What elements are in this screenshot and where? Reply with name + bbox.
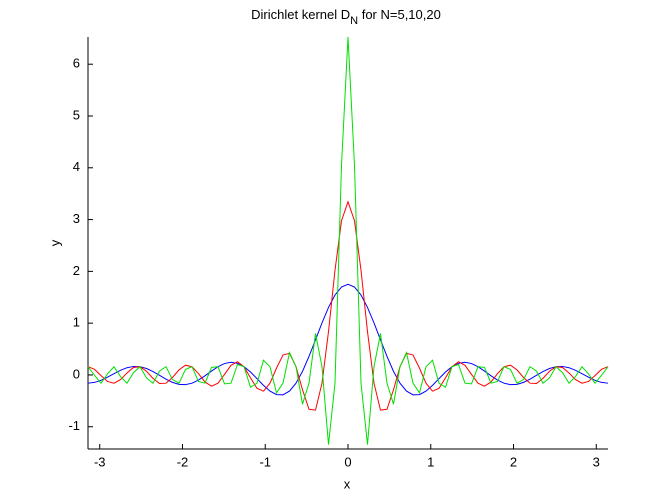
series-line <box>87 36 609 445</box>
x-tick-label: 3 <box>593 454 600 469</box>
title-main: Dirichlet kernel D <box>251 7 350 22</box>
x-axis-label: x <box>344 476 351 491</box>
y-axis-label: y <box>47 239 62 246</box>
series-line <box>87 283 609 396</box>
y-tick-label: 6 <box>73 56 80 71</box>
y-tick-label: -1 <box>68 418 80 433</box>
x-tick-label: 1 <box>427 454 434 469</box>
x-tick-label: -3 <box>94 454 106 469</box>
x-tick-label: 2 <box>510 454 517 469</box>
x-tick-label: 0 <box>344 454 351 469</box>
y-tick-label: 4 <box>73 159 80 174</box>
y-tick-label: 5 <box>73 107 80 122</box>
y-tick-label: 0 <box>73 366 80 381</box>
chart-title: Dirichlet kernel DN for N=5,10,20 <box>251 7 441 26</box>
title-rest: for N=5,10,20 <box>358 7 441 22</box>
title-subscript: N <box>350 15 358 27</box>
x-tick-label: -2 <box>177 454 189 469</box>
y-tick-label: 1 <box>73 315 80 330</box>
series-line <box>87 200 609 411</box>
x-tick-label: -1 <box>259 454 271 469</box>
y-tick-label: 3 <box>73 211 80 226</box>
y-tick-label: 2 <box>73 263 80 278</box>
